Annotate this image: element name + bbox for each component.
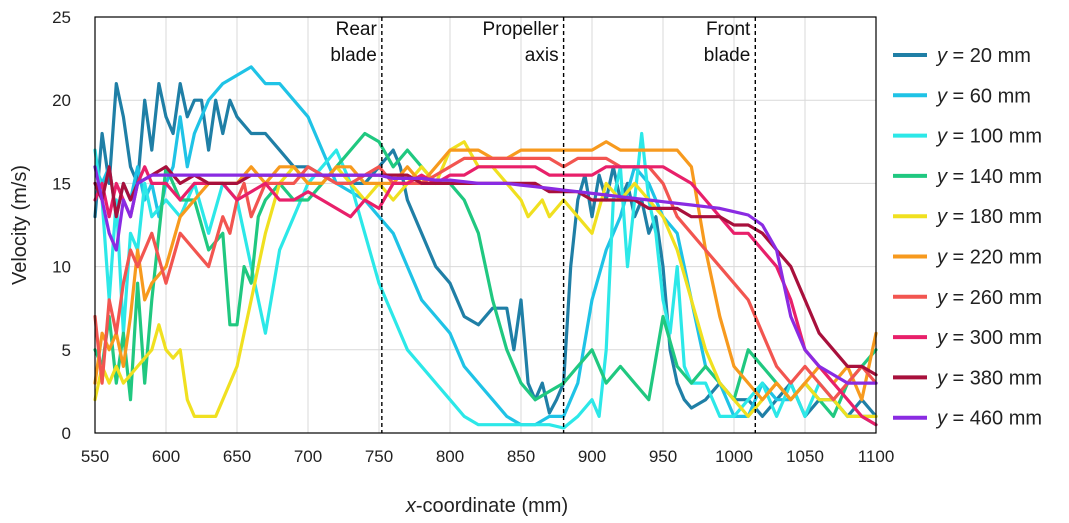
y-tick-label: 10 xyxy=(52,258,71,277)
x-tick-label: 800 xyxy=(436,447,464,466)
legend-value: = 100 mm xyxy=(947,126,1042,148)
legend-value: = 460 mm xyxy=(947,408,1042,430)
x-tick-label: 550 xyxy=(81,447,109,466)
legend-value: = 380 mm xyxy=(947,367,1042,389)
x-tick-label: 650 xyxy=(223,447,251,466)
annotation-text: Rear xyxy=(336,19,378,40)
legend-var: y xyxy=(935,367,948,389)
legend-value: = 20 mm xyxy=(947,45,1031,67)
y-tick-label: 0 xyxy=(62,424,71,443)
plot-frame xyxy=(94,16,877,434)
y-tick-label: 20 xyxy=(52,91,71,110)
legend-value: = 60 mm xyxy=(947,85,1031,107)
legend-label-2: y = 60 mm xyxy=(935,85,1031,107)
legend-var: y xyxy=(935,166,948,188)
legend-value: = 220 mm xyxy=(947,247,1042,269)
series-line-7 xyxy=(93,156,878,402)
legend-label-4: y = 140 mm xyxy=(935,166,1042,188)
series-line-6 xyxy=(93,140,878,402)
series-line-8 xyxy=(93,165,878,427)
legend-value: = 180 mm xyxy=(947,206,1042,228)
legend-label-5: y = 180 mm xyxy=(935,206,1042,228)
x-tick-label: 600 xyxy=(152,447,180,466)
legend-value: = 260 mm xyxy=(947,287,1042,309)
legend-value: = 140 mm xyxy=(947,166,1042,188)
legend-label-9: y = 380 mm xyxy=(935,367,1042,389)
series-line-2 xyxy=(93,65,878,427)
legend-label-8: y = 300 mm xyxy=(935,327,1042,349)
legend-label-10: y = 460 mm xyxy=(935,408,1042,430)
x-tick-label: 700 xyxy=(294,447,322,466)
legend-var: y xyxy=(935,247,948,269)
legend-var: y xyxy=(935,408,948,430)
tick-labels: 550 600 650 700 750 800 850 900 950 1000 1050 1100 0… xyxy=(52,8,894,466)
annotation-text: Propeller xyxy=(483,19,560,40)
x-tick-label: 850 xyxy=(507,447,535,466)
legend-label-7: y = 260 mm xyxy=(935,287,1042,309)
y-tick-label: 15 xyxy=(52,174,71,193)
legend-value: = 300 mm xyxy=(947,327,1042,349)
series-line-10 xyxy=(93,165,878,385)
series-line-3 xyxy=(93,131,878,430)
x-tick-label: 1000 xyxy=(715,447,753,466)
legend-var: y xyxy=(935,45,948,67)
legend-label-1: y = 20 mm xyxy=(935,45,1031,67)
y-tick-label: 25 xyxy=(52,8,71,27)
series-line-5 xyxy=(93,140,878,418)
x-axis-rest: -coordinate (mm) xyxy=(416,495,568,517)
series-lines xyxy=(93,65,878,430)
x-tick-label: 750 xyxy=(365,447,393,466)
y-axis-title: Velocity (m/s) xyxy=(9,165,31,285)
annotation-text: Front xyxy=(706,19,751,40)
legend-var: y xyxy=(935,287,948,309)
series-line-9 xyxy=(93,165,878,377)
legend-label-6: y = 220 mm xyxy=(935,247,1042,269)
annotation-text: axis xyxy=(525,45,559,66)
x-tick-label: 900 xyxy=(578,447,606,466)
annotation-text: blade xyxy=(704,45,751,66)
legend-label-3: y = 100 mm xyxy=(935,126,1042,148)
x-axis-var: x xyxy=(405,495,417,517)
x-tick-label: 1050 xyxy=(786,447,824,466)
legend: y = 20 mmy = 60 mmy = 100 mmy = 140 mmy … xyxy=(893,45,1042,430)
annotation-text: blade xyxy=(330,45,377,66)
annotations: Rear blade Propeller axis Front blade xyxy=(330,17,756,433)
y-tick-label: 5 xyxy=(62,341,71,360)
legend-var: y xyxy=(935,206,948,228)
legend-var: y xyxy=(935,327,948,349)
x-axis-title: x-coordinate (mm) xyxy=(405,495,568,517)
x-tick-label: 950 xyxy=(649,447,677,466)
series-line-1 xyxy=(93,81,878,418)
x-tick-label: 1100 xyxy=(858,447,895,466)
legend-var: y xyxy=(935,126,948,148)
legend-var: y xyxy=(935,85,948,107)
